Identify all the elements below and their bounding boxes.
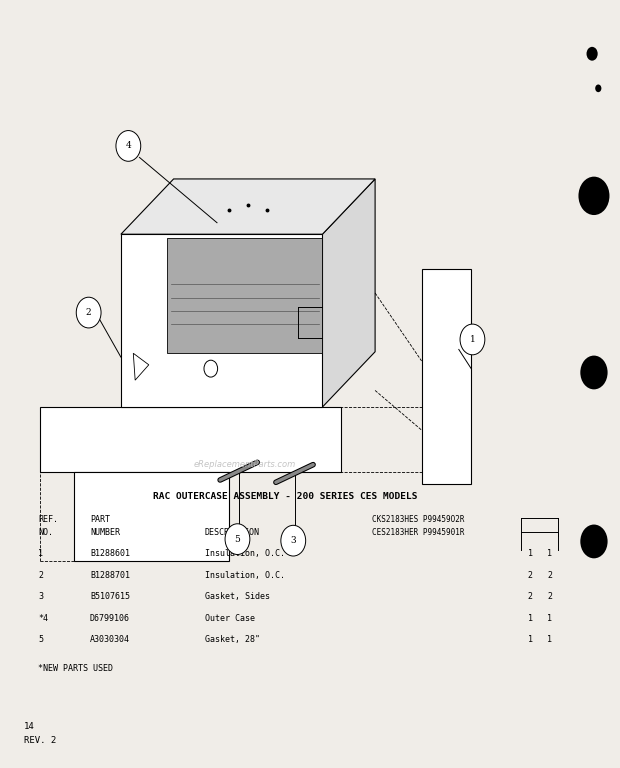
Text: 5: 5 [38, 635, 43, 644]
Text: 2: 2 [547, 571, 552, 580]
Text: 2: 2 [528, 571, 533, 580]
Polygon shape [121, 179, 375, 234]
Text: 14: 14 [24, 722, 34, 731]
Text: *NEW PARTS USED: *NEW PARTS USED [38, 664, 113, 674]
Text: D6799106: D6799106 [90, 614, 130, 623]
Text: 1: 1 [528, 614, 533, 623]
Text: 5: 5 [234, 535, 241, 544]
Circle shape [595, 84, 601, 92]
Circle shape [76, 297, 101, 328]
Text: B1288701: B1288701 [90, 571, 130, 580]
Polygon shape [74, 472, 229, 561]
Polygon shape [422, 269, 471, 484]
Text: 3: 3 [290, 536, 296, 545]
Text: B1288601: B1288601 [90, 549, 130, 558]
Circle shape [578, 177, 609, 215]
Text: NUMBER: NUMBER [90, 528, 120, 538]
Polygon shape [322, 179, 375, 407]
Text: 1: 1 [547, 549, 552, 558]
Polygon shape [167, 238, 322, 353]
Circle shape [580, 356, 608, 389]
Text: 2: 2 [86, 308, 92, 317]
Text: 1: 1 [469, 335, 476, 344]
Circle shape [116, 131, 141, 161]
Text: 1: 1 [38, 549, 43, 558]
Text: DESCRIPTION: DESCRIPTION [205, 528, 260, 538]
Circle shape [580, 525, 608, 558]
Text: Gasket, Sides: Gasket, Sides [205, 592, 270, 601]
Circle shape [587, 47, 598, 61]
Text: 2: 2 [38, 571, 43, 580]
Text: Insulation, O.C.: Insulation, O.C. [205, 571, 285, 580]
Polygon shape [133, 353, 149, 380]
Text: 4: 4 [125, 141, 131, 151]
Text: PART: PART [90, 515, 110, 524]
Text: 3: 3 [38, 592, 43, 601]
Text: Insulation, O.C.: Insulation, O.C. [205, 549, 285, 558]
Polygon shape [40, 407, 341, 472]
Circle shape [460, 324, 485, 355]
Circle shape [281, 525, 306, 556]
Text: NO.: NO. [38, 528, 53, 538]
Text: Outer Case: Outer Case [205, 614, 255, 623]
Text: CKS2183HES P99459O2R: CKS2183HES P99459O2R [372, 515, 464, 524]
Text: REF.: REF. [38, 515, 58, 524]
Text: 2: 2 [528, 592, 533, 601]
Text: B5107615: B5107615 [90, 592, 130, 601]
Text: CES2183HER P9945901R: CES2183HER P9945901R [372, 528, 464, 538]
Circle shape [225, 524, 250, 554]
Text: 1: 1 [528, 549, 533, 558]
Text: RAC OUTERCASE ASSEMBLY - 200 SERIES CES MODELS: RAC OUTERCASE ASSEMBLY - 200 SERIES CES … [153, 492, 417, 501]
Text: Gasket, 28": Gasket, 28" [205, 635, 260, 644]
Text: 1: 1 [547, 635, 552, 644]
Text: eReplacementParts.com: eReplacementParts.com [194, 460, 296, 469]
Text: *4: *4 [38, 614, 48, 623]
Text: 2: 2 [547, 592, 552, 601]
Text: 1: 1 [547, 614, 552, 623]
Text: A3030304: A3030304 [90, 635, 130, 644]
Text: REV. 2: REV. 2 [24, 736, 56, 745]
Text: 1: 1 [528, 635, 533, 644]
Polygon shape [121, 234, 322, 407]
